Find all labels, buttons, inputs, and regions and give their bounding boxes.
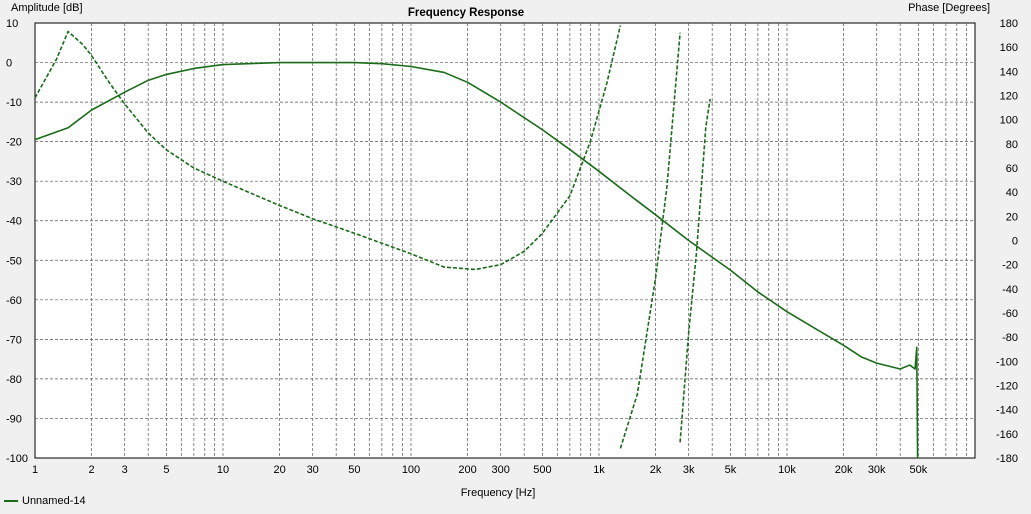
x-tick-label: 100 — [402, 464, 420, 476]
x-axis-label: Frequency [Hz] — [461, 487, 536, 499]
y-right-tick-label: -80 — [1002, 332, 1018, 344]
x-tick-label: 2 — [89, 464, 95, 476]
x-tick-label: 3 — [122, 464, 128, 476]
y-left-tick-label: -100 — [6, 453, 28, 465]
y-right-tick-label: -20 — [1002, 260, 1018, 272]
x-tick-label: 50 — [348, 464, 360, 476]
y-right-tick-label: 60 — [1006, 163, 1018, 175]
x-tick-label: 1 — [32, 464, 38, 476]
y-right-tick-label: 40 — [1006, 187, 1018, 199]
amplitude-series-line — [34, 61, 919, 459]
x-tick-label: 500 — [533, 464, 551, 476]
y-left-tick-label: -70 — [6, 334, 22, 346]
x-tick-label: 5 — [163, 464, 169, 476]
y-right-tick-label: 160 — [1000, 42, 1018, 54]
y-right-axis-label: Phase [Degrees] — [908, 2, 990, 14]
y-right-tick-label: 20 — [1006, 211, 1018, 223]
phase-series-line — [34, 25, 622, 271]
x-tick-label: 2k — [650, 464, 662, 476]
y-right-tick-label: 180 — [1000, 18, 1018, 30]
x-tick-label: 5k — [725, 464, 737, 476]
y-right-tick-label: 100 — [1000, 115, 1018, 127]
phase-series-line — [679, 99, 711, 443]
plot-area — [34, 22, 976, 459]
x-tick-label: 30k — [868, 464, 886, 476]
x-tick-label: 20k — [835, 464, 853, 476]
y-left-tick-label: 10 — [6, 18, 18, 30]
y-left-tick-label: 0 — [6, 58, 12, 70]
x-tick-label: 200 — [458, 464, 476, 476]
y-right-tick-label: -120 — [996, 381, 1018, 393]
x-tick-label: 30 — [307, 464, 319, 476]
y-left-tick-label: -60 — [6, 295, 22, 307]
x-tick-label: 1k — [593, 464, 605, 476]
y-right-tick-label: -100 — [996, 356, 1018, 368]
y-right-tick-label: 120 — [1000, 91, 1018, 103]
y-left-tick-label: -20 — [6, 137, 22, 149]
y-left-tick-label: -30 — [6, 176, 22, 188]
x-tick-label: 10k — [778, 464, 796, 476]
y-left-tick-label: -90 — [6, 413, 22, 425]
chart-title: Frequency Response — [408, 7, 524, 19]
legend-label: Unnamed-14 — [22, 495, 86, 507]
phase-series-line — [619, 32, 681, 449]
y-left-tick-label: -10 — [6, 97, 22, 109]
x-tick-label: 3k — [683, 464, 695, 476]
y-left-tick-label: -40 — [6, 216, 22, 228]
x-tick-label: 20 — [273, 464, 285, 476]
y-right-tick-label: 140 — [1000, 66, 1018, 78]
y-left-tick-label: -50 — [6, 255, 22, 267]
x-tick-label: 300 — [492, 464, 510, 476]
y-right-tick-label: -140 — [996, 405, 1018, 417]
legend: Unnamed-14 — [4, 494, 86, 508]
y-right-tick-label: -40 — [1002, 284, 1018, 296]
y-right-tick-label: -160 — [996, 429, 1018, 441]
x-tick-label: 50k — [910, 464, 928, 476]
x-tick-label: 10 — [217, 464, 229, 476]
y-left-axis-label: Amplitude [dB] — [11, 2, 83, 14]
y-right-tick-label: -60 — [1002, 308, 1018, 320]
y-left-tick-label: -80 — [6, 374, 22, 386]
y-right-tick-label: 80 — [1006, 139, 1018, 151]
legend-line-swatch — [4, 500, 18, 502]
y-right-tick-label: 0 — [1012, 236, 1018, 248]
y-right-tick-label: -180 — [996, 453, 1018, 465]
